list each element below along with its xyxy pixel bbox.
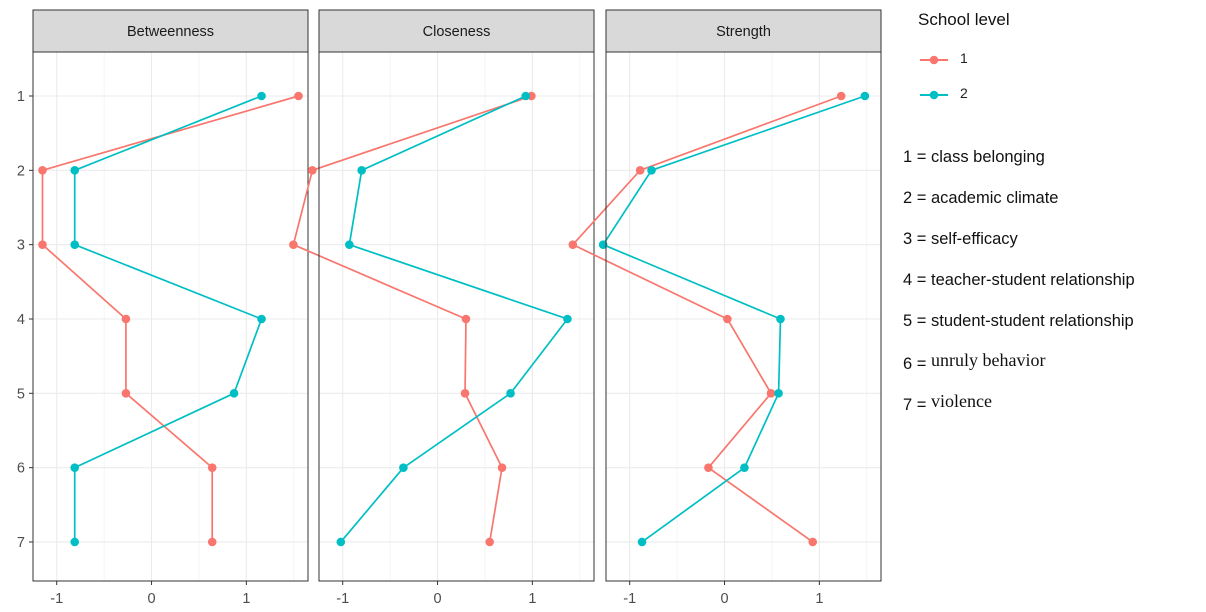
y-tick-label: 7 xyxy=(17,535,25,551)
key-text: self-efficacy xyxy=(931,230,1018,248)
data-point-series2-item4 xyxy=(563,314,572,324)
data-point-series1-item1 xyxy=(836,91,846,101)
data-point-series1-item2 xyxy=(308,166,317,175)
data-point-series1-item2 xyxy=(635,166,645,175)
key-item-7: 7 = violence xyxy=(903,391,1203,435)
key-number: 4 = xyxy=(903,271,927,289)
key-text: unruly behavior xyxy=(931,350,1046,370)
x-tick-label: -1 xyxy=(623,591,636,607)
key-number: 1 = xyxy=(903,148,927,166)
y-tick-label: 5 xyxy=(17,386,25,402)
data-point-series2-item3 xyxy=(345,240,354,249)
key-item-1: 1 = class belonging xyxy=(903,148,1203,189)
data-point-series2-item1 xyxy=(257,91,266,101)
key-number: 2 = xyxy=(903,189,927,207)
key-number: 3 = xyxy=(903,230,927,248)
key-item-2: 2 = academic climate xyxy=(903,189,1203,230)
data-point-series2-item6 xyxy=(70,463,80,472)
data-point-series2-item7 xyxy=(70,537,80,547)
data-point-series1-item3 xyxy=(289,240,298,249)
legend-entry-2: 2 xyxy=(918,83,1038,107)
key-number: 6 = xyxy=(903,355,927,373)
data-point-series2-item2 xyxy=(70,166,80,175)
x-tick-label: 1 xyxy=(815,591,823,607)
facet-strip-betweenness xyxy=(32,9,309,53)
y-tick-label: 4 xyxy=(17,312,25,328)
panel-border xyxy=(318,51,595,582)
data-point-series1-item4 xyxy=(121,314,131,324)
legend-title: School level xyxy=(918,10,1010,29)
key-text: violence xyxy=(931,391,992,411)
data-point-series2-item7 xyxy=(336,537,346,547)
key-number: 7 = xyxy=(903,396,927,414)
data-point-series2-item3 xyxy=(598,240,608,249)
data-point-series2-item5 xyxy=(506,389,515,398)
data-point-series1-item7 xyxy=(808,537,818,547)
x-tick-label: -1 xyxy=(50,591,63,607)
key-number: 5 = xyxy=(903,312,927,330)
data-point-series1-item4 xyxy=(461,314,471,324)
key-text: teacher-student relationship xyxy=(931,271,1135,289)
data-point-series1-item3 xyxy=(38,240,47,249)
data-point-series2-item7 xyxy=(637,537,647,547)
legend-swatch-2 xyxy=(920,90,948,100)
data-point-series2-item2 xyxy=(357,166,366,175)
key-item-4: 4 = teacher-student relationship xyxy=(903,271,1203,312)
key-text: academic climate xyxy=(931,189,1059,207)
legend-label-1: 1 xyxy=(960,50,968,66)
y-tick-label: 1 xyxy=(17,89,25,105)
x-tick-label: 1 xyxy=(528,591,536,607)
data-point-series2-item5 xyxy=(229,389,239,398)
x-tick-label: 0 xyxy=(720,591,728,607)
key-item-3: 3 = self-efficacy xyxy=(903,230,1203,271)
legend-label-2: 2 xyxy=(960,85,968,101)
data-point-series2-item6 xyxy=(399,463,408,472)
data-point-series2-item1 xyxy=(860,91,870,101)
data-point-series1-item7 xyxy=(207,537,217,547)
key-text: student-student relationship xyxy=(931,312,1134,330)
facet-strip-strength xyxy=(605,9,882,53)
y-tick-label: 3 xyxy=(17,238,25,254)
x-tick-label: 0 xyxy=(433,591,441,607)
item-key-list: 1 = class belonging 2 = academic climate… xyxy=(903,148,1203,435)
legend-entry-1: 1 xyxy=(918,48,1038,72)
y-tick-label: 6 xyxy=(17,461,25,477)
y-tick-label: 2 xyxy=(17,163,25,179)
data-point-series2-item4 xyxy=(776,314,785,324)
data-point-series1-item6 xyxy=(704,463,713,472)
facet-label-betweenness: Betweenness xyxy=(127,24,214,40)
data-point-series2-item6 xyxy=(740,463,749,472)
data-point-series2-item5 xyxy=(774,389,783,398)
data-point-series2-item2 xyxy=(647,166,656,175)
data-point-series1-item2 xyxy=(38,166,47,175)
data-point-series1-item6 xyxy=(207,463,217,472)
data-point-series1-item4 xyxy=(723,314,732,324)
key-text: class belonging xyxy=(931,148,1045,166)
data-point-series1-item7 xyxy=(485,537,494,547)
data-point-series2-item1 xyxy=(521,91,531,101)
x-tick-label: 1 xyxy=(242,591,250,607)
data-point-series2-item3 xyxy=(70,240,80,249)
data-point-series1-item1 xyxy=(294,91,303,101)
data-point-series1-item6 xyxy=(497,463,507,472)
data-point-series1-item3 xyxy=(568,240,578,249)
x-tick-label: 0 xyxy=(147,591,155,607)
panel-background xyxy=(319,52,594,581)
data-point-series1-item5 xyxy=(121,389,131,398)
data-point-series2-item4 xyxy=(257,314,266,324)
key-item-5: 5 = student-student relationship xyxy=(903,312,1203,353)
key-item-6: 6 = unruly behavior xyxy=(903,350,1203,394)
panel-border xyxy=(605,51,882,582)
facet-label-closeness: Closeness xyxy=(423,24,491,40)
legend-swatch-1 xyxy=(920,55,948,65)
data-point-series1-item5 xyxy=(766,389,776,398)
facet-label-strength: Strength xyxy=(716,24,771,40)
panel-border xyxy=(32,51,309,582)
data-point-series1-item5 xyxy=(460,389,470,398)
facet-strip-closeness xyxy=(318,9,595,53)
x-tick-label: -1 xyxy=(336,591,349,607)
